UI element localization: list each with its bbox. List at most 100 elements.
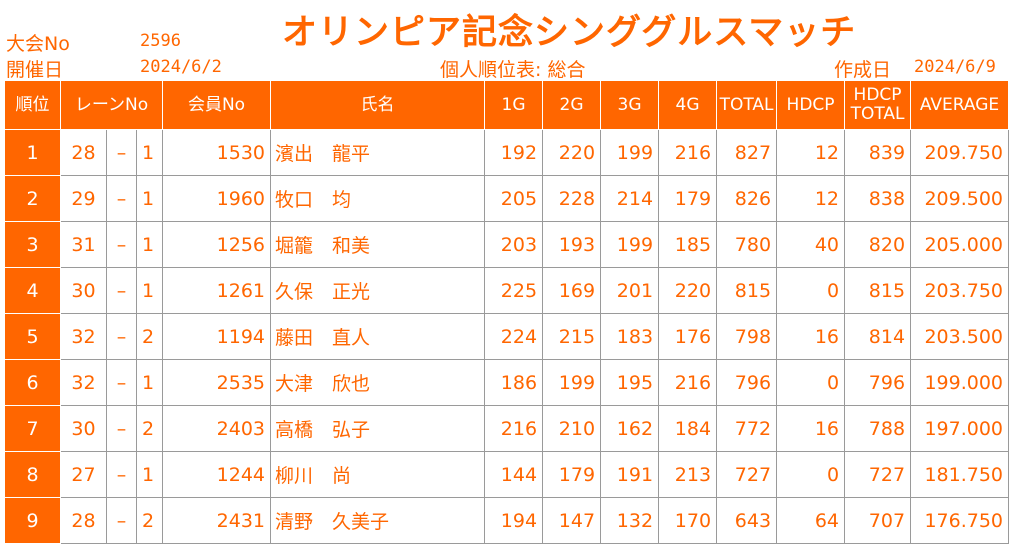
game1-cell: 225 xyxy=(484,267,544,314)
table-row: 8 27–1 1244 柳川 尚 144 179 191 213 727 0 727 181.750 xyxy=(4,451,1010,498)
rank-cell: 1 xyxy=(4,129,61,176)
rank-cell: 4 xyxy=(4,267,61,314)
total-cell: 727 xyxy=(716,451,778,498)
lane-cell: 27 xyxy=(60,451,107,498)
lane-dash-cell: – xyxy=(106,175,137,222)
col-header-name: 氏名 xyxy=(270,80,486,130)
hdcp-cell: 12 xyxy=(776,129,846,176)
hdcp-cell: 0 xyxy=(776,451,846,498)
game3-cell: 195 xyxy=(600,359,660,406)
lane-dash-cell: – xyxy=(106,221,137,268)
lane-pos-cell: 1 xyxy=(135,175,164,222)
col-header-hdcp: HDCP xyxy=(776,80,846,130)
game4-cell: 179 xyxy=(658,175,718,222)
lane-cell: 29 xyxy=(60,175,107,222)
member-no-cell: 2403 xyxy=(162,405,272,452)
hdcp-total-cell: 814 xyxy=(844,313,912,360)
member-no-cell: 1960 xyxy=(162,175,272,222)
event-date-label: 開催日 xyxy=(6,59,64,81)
hdcp-total-cell: 820 xyxy=(844,221,912,268)
rank-cell: 6 xyxy=(4,359,61,406)
game1-cell: 224 xyxy=(484,313,544,360)
hdcp-total-cell: 788 xyxy=(844,405,912,452)
member-no-cell: 1530 xyxy=(162,129,272,176)
game2-cell: 179 xyxy=(542,451,602,498)
lane-pos-cell: 1 xyxy=(135,221,164,268)
game4-cell: 185 xyxy=(658,221,718,268)
col-header-hdcp-total: HDCP TOTAL xyxy=(844,80,912,130)
player-name-cell: 牧口 均 xyxy=(270,175,486,222)
rank-cell: 7 xyxy=(4,405,61,452)
average-cell: 203.750 xyxy=(910,267,1010,314)
table-header-row: 順位 レーンNo 会員No 氏名 1G 2G 3G 4G TOTAL HDCP … xyxy=(4,80,1010,130)
hdcp-total-line2: TOTAL xyxy=(850,104,905,124)
col-header-member: 会員No xyxy=(162,80,272,130)
table-row: 5 32–2 1194 藤田 直人 224 215 183 176 798 16 814 203.50… xyxy=(4,313,1010,360)
game3-cell: 201 xyxy=(600,267,660,314)
rank-cell: 8 xyxy=(4,451,61,498)
lane-cell: 28 xyxy=(60,129,107,176)
table-row: 2 29–1 1960 牧口 均 205 228 214 179 826 12 838 209.500 xyxy=(4,175,1010,222)
game4-cell: 216 xyxy=(658,359,718,406)
game4-cell: 170 xyxy=(658,497,718,544)
game3-cell: 132 xyxy=(600,497,660,544)
tournament-no-label: 大会No xyxy=(6,33,70,55)
game1-cell: 144 xyxy=(484,451,544,498)
game2-cell: 215 xyxy=(542,313,602,360)
average-cell: 181.750 xyxy=(910,451,1010,498)
event-date-value: 2024/6/2 xyxy=(140,57,222,77)
hdcp-cell: 0 xyxy=(776,267,846,314)
lane-dash-cell: – xyxy=(106,405,137,452)
game1-cell: 216 xyxy=(484,405,544,452)
total-cell: 796 xyxy=(716,359,778,406)
hdcp-total-cell: 727 xyxy=(844,451,912,498)
hdcp-cell: 16 xyxy=(776,405,846,452)
game2-cell: 220 xyxy=(542,129,602,176)
lane-cell: 28 xyxy=(60,497,107,544)
lane-pos-cell: 1 xyxy=(135,129,164,176)
game2-cell: 147 xyxy=(542,497,602,544)
tournament-no-value: 2596 xyxy=(140,31,181,51)
game4-cell: 220 xyxy=(658,267,718,314)
report-header: オリンピア記念シンググルスマッチ 大会No 2596 開催日 2024/6/2 … xyxy=(0,0,1012,81)
col-header-lane: レーンNo xyxy=(59,80,164,130)
hdcp-total-line1: HDCP xyxy=(853,85,902,105)
average-cell: 176.750 xyxy=(910,497,1010,544)
col-header-4g: 4G xyxy=(658,80,718,130)
game3-cell: 162 xyxy=(600,405,660,452)
member-no-cell: 1244 xyxy=(162,451,272,498)
hdcp-cell: 40 xyxy=(776,221,846,268)
total-cell: 798 xyxy=(716,313,778,360)
game4-cell: 213 xyxy=(658,451,718,498)
member-no-cell: 2535 xyxy=(162,359,272,406)
table-row: 6 32–1 2535 大津 欣也 186 199 195 216 796 0 796 199.000 xyxy=(4,359,1010,406)
hdcp-cell: 16 xyxy=(776,313,846,360)
ranking-table: 順位 レーンNo 会員No 氏名 1G 2G 3G 4G TOTAL HDCP … xyxy=(4,80,1010,544)
member-no-cell: 1194 xyxy=(162,313,272,360)
table-name: 個人順位表: 総合 xyxy=(440,59,586,81)
player-name-cell: 柳川 尚 xyxy=(270,451,486,498)
table-row: 1 28–1 1530 濱出 龍平 192 220 199 216 827 12 839 209.75… xyxy=(4,129,1010,176)
lane-dash-cell: – xyxy=(106,267,137,314)
hdcp-cell: 0 xyxy=(776,359,846,406)
table-row: 3 31–1 1256 堀籠 和美 203 193 199 185 780 40 820 205.00… xyxy=(4,221,1010,268)
total-cell: 826 xyxy=(716,175,778,222)
rank-cell: 5 xyxy=(4,313,61,360)
player-name-cell: 久保 正光 xyxy=(270,267,486,314)
average-cell: 205.000 xyxy=(910,221,1010,268)
hdcp-total-cell: 839 xyxy=(844,129,912,176)
average-cell: 209.750 xyxy=(910,129,1010,176)
average-cell: 199.000 xyxy=(910,359,1010,406)
game2-cell: 193 xyxy=(542,221,602,268)
average-cell: 197.000 xyxy=(910,405,1010,452)
game1-cell: 194 xyxy=(484,497,544,544)
player-name-cell: 清野 久美子 xyxy=(270,497,486,544)
lane-pos-cell: 2 xyxy=(135,313,164,360)
game1-cell: 186 xyxy=(484,359,544,406)
hdcp-total-cell: 707 xyxy=(844,497,912,544)
game3-cell: 191 xyxy=(600,451,660,498)
game1-cell: 203 xyxy=(484,221,544,268)
lane-pos-cell: 2 xyxy=(135,497,164,544)
lane-dash-cell: – xyxy=(106,451,137,498)
player-name-cell: 藤田 直人 xyxy=(270,313,486,360)
